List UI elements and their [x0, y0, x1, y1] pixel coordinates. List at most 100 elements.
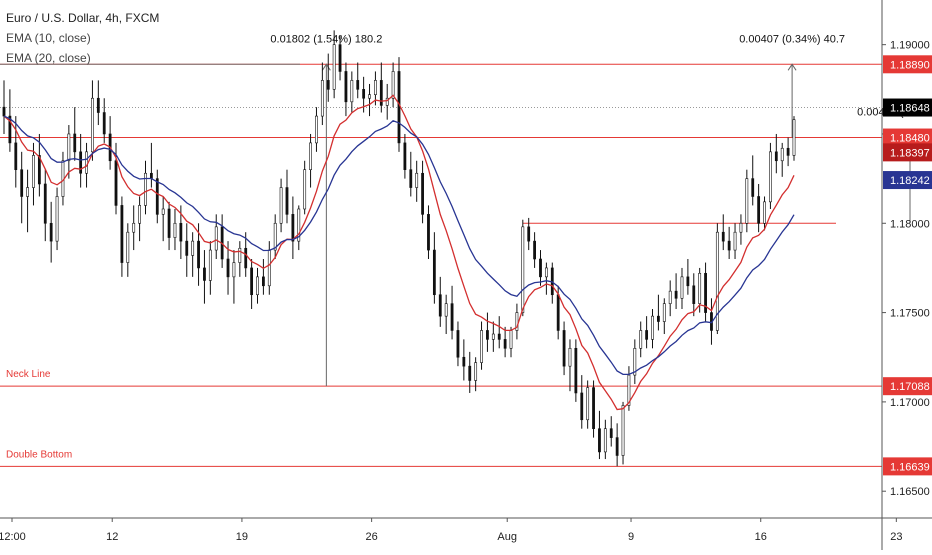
candle-body[interactable] [544, 267, 548, 278]
candle-body[interactable] [497, 333, 501, 340]
candle-body[interactable] [232, 262, 236, 278]
ema-10-label[interactable]: EMA (10, close) [6, 31, 91, 45]
candle-body[interactable] [49, 222, 53, 242]
candle-body[interactable] [179, 222, 183, 242]
candle-body[interactable] [279, 187, 283, 224]
candle-body[interactable] [409, 169, 413, 188]
candle-body[interactable] [474, 362, 478, 381]
candle-body[interactable] [85, 151, 88, 174]
candle-body[interactable] [721, 231, 725, 242]
candle-body[interactable] [20, 169, 24, 197]
candle-body[interactable] [432, 249, 436, 296]
candle-body[interactable] [132, 222, 136, 233]
candle-body[interactable] [680, 276, 684, 299]
candle-body[interactable] [326, 80, 330, 90]
candle-body[interactable] [774, 151, 778, 162]
candle-body[interactable] [674, 290, 678, 299]
candle-body[interactable] [291, 214, 295, 242]
candle-body[interactable] [114, 160, 118, 206]
candle-body[interactable] [491, 333, 495, 340]
candle-body[interactable] [603, 428, 607, 453]
candle-body[interactable] [480, 330, 483, 363]
candle-body[interactable] [338, 44, 342, 72]
candle-body[interactable] [462, 356, 466, 367]
candle-body[interactable] [161, 208, 165, 215]
candle-body[interactable] [486, 330, 489, 340]
candle-body[interactable] [37, 155, 41, 185]
candle-body[interactable] [138, 205, 141, 224]
candle-body[interactable] [580, 392, 584, 421]
candle-body[interactable] [2, 106, 6, 117]
candle-body[interactable] [533, 240, 536, 260]
candle-body[interactable] [468, 365, 472, 381]
candle-body[interactable] [739, 222, 743, 233]
candle-body[interactable] [751, 178, 755, 197]
candle-body[interactable] [102, 112, 106, 135]
candle-body[interactable] [120, 205, 124, 263]
candle-body[interactable] [757, 196, 761, 224]
candle-body[interactable] [96, 97, 100, 113]
candle-body[interactable] [185, 240, 189, 256]
candle-body[interactable] [309, 142, 312, 170]
candle-body[interactable] [379, 80, 383, 106]
candle-body[interactable] [704, 272, 707, 313]
candle-body[interactable] [91, 97, 94, 153]
candle-body[interactable] [574, 348, 578, 394]
candle-body[interactable] [356, 80, 360, 90]
candle-body[interactable] [438, 294, 442, 317]
candle-body[interactable] [144, 172, 147, 206]
candle-body[interactable] [203, 267, 206, 281]
candle-body[interactable] [692, 285, 696, 304]
candle-body[interactable] [368, 94, 371, 99]
candle-body[interactable] [14, 142, 18, 170]
candle-body[interactable] [256, 276, 259, 296]
candle-body[interactable] [397, 71, 401, 144]
candle-body[interactable] [362, 89, 366, 99]
candle-body[interactable] [238, 247, 242, 263]
candle-body[interactable] [403, 142, 407, 170]
candle-body[interactable] [262, 276, 265, 287]
candle-body[interactable] [727, 240, 731, 251]
candle-body[interactable] [668, 290, 672, 304]
candle-body[interactable] [598, 428, 601, 453]
candle-body[interactable] [609, 428, 613, 438]
candle-body[interactable] [645, 330, 649, 340]
candle-body[interactable] [627, 374, 631, 406]
candle-body[interactable] [621, 405, 625, 456]
candle-body[interactable] [226, 258, 230, 278]
candle-body[interactable] [303, 169, 307, 210]
candle-body[interactable] [250, 267, 254, 296]
candle-body[interactable] [786, 147, 790, 156]
candle-body[interactable] [415, 172, 419, 188]
candle-body[interactable] [562, 330, 566, 367]
candle-body[interactable] [444, 303, 448, 317]
candle-body[interactable] [197, 240, 200, 269]
candle-body[interactable] [332, 44, 336, 90]
candle-body[interactable] [686, 276, 690, 287]
candle-body[interactable] [391, 71, 395, 99]
candle-body[interactable] [8, 115, 12, 144]
candle-body[interactable] [149, 172, 153, 179]
candle-body[interactable] [167, 208, 171, 238]
candle-body[interactable] [769, 151, 772, 203]
candle-body[interactable] [450, 303, 454, 331]
candle-body[interactable] [173, 222, 177, 238]
candle-body[interactable] [456, 330, 460, 358]
candle-body[interactable] [503, 339, 507, 349]
candle-body[interactable] [126, 231, 130, 263]
candle-body[interactable] [267, 249, 271, 287]
candle-body[interactable] [73, 133, 77, 153]
candle-body[interactable] [385, 97, 389, 106]
candle-body[interactable] [79, 151, 83, 174]
candle-body[interactable] [792, 119, 796, 156]
candle-body[interactable] [715, 231, 719, 331]
candle-body[interactable] [556, 294, 560, 331]
ema-20-line[interactable] [3, 115, 795, 376]
candle-body[interactable] [191, 240, 195, 256]
candle-body[interactable] [55, 196, 59, 242]
candle-body[interactable] [763, 201, 766, 224]
candle-body[interactable] [662, 303, 666, 322]
candle-body[interactable] [745, 178, 749, 224]
candle-body[interactable] [539, 258, 542, 278]
